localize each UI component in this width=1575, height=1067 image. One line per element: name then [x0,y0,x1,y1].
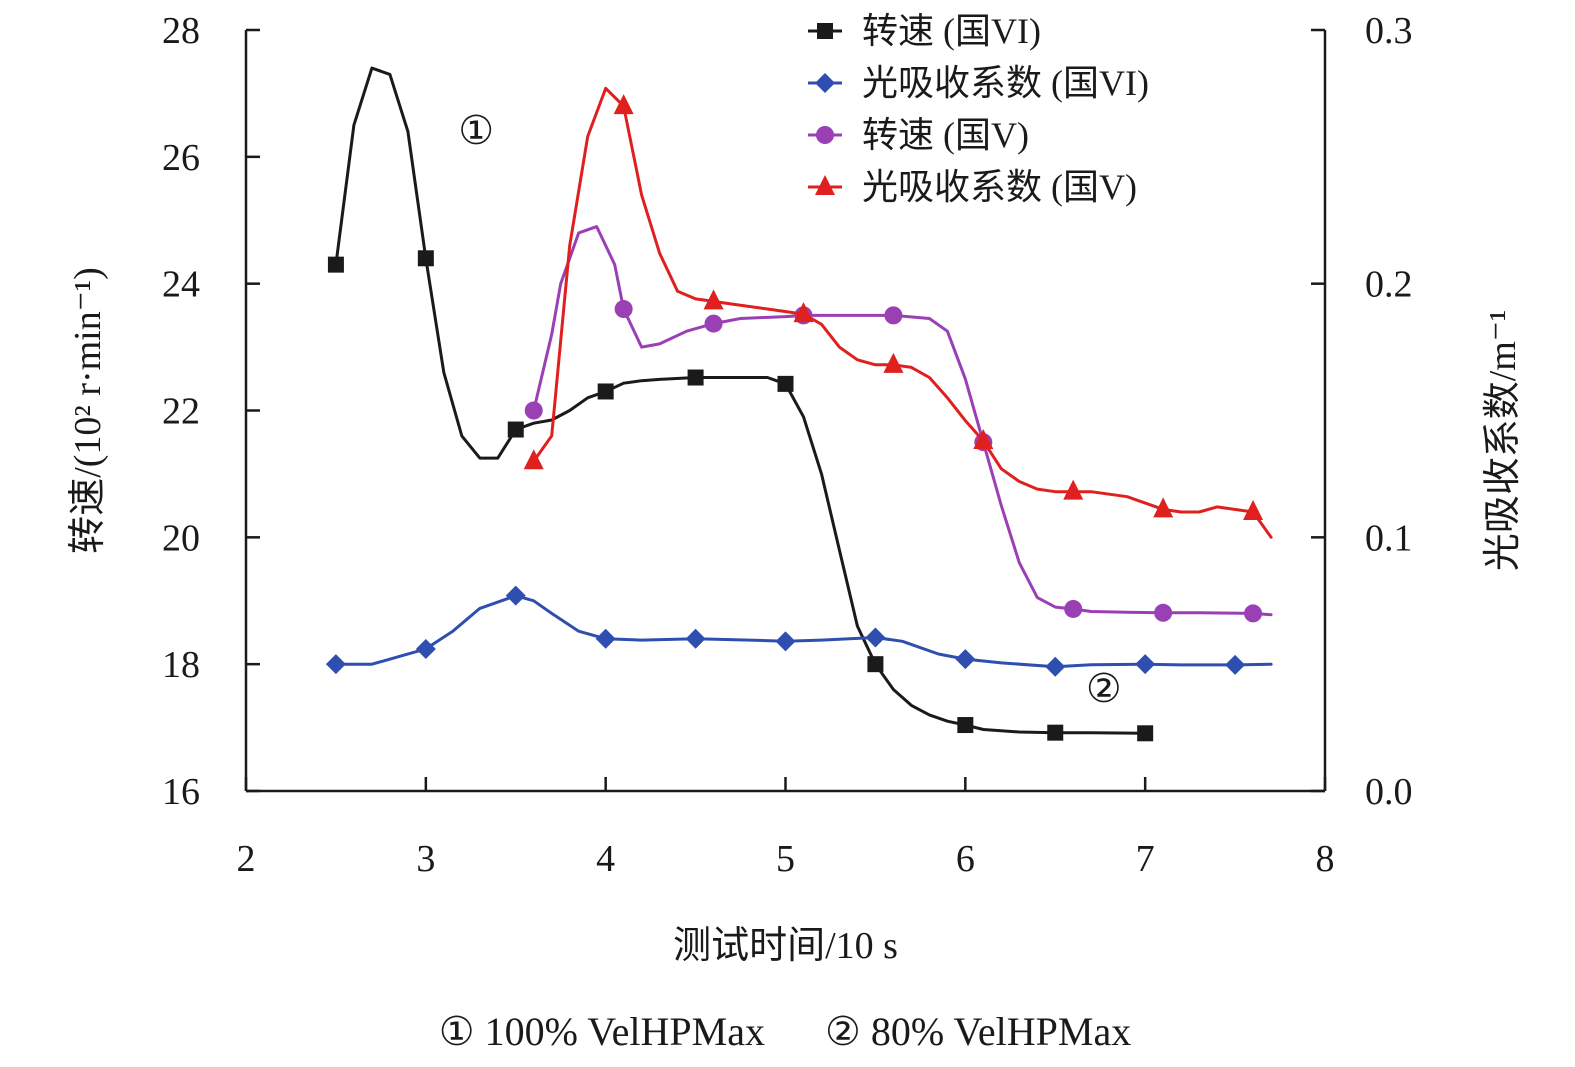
data-point [1047,724,1064,741]
legend-entry: 光吸收系数 (国V) [808,167,1137,207]
data-point [595,628,616,649]
footnote: ① 100% VelHPMax ② 80% VelHPMax [439,1009,1131,1054]
x-tick-label: 2 [237,838,256,880]
right-y-tick-label: 0.0 [1365,771,1413,813]
data-point [973,428,994,449]
data-point [614,300,633,319]
data-point [1064,599,1083,618]
data-point [1137,725,1154,742]
left-y-tick-label: 16 [162,771,200,813]
plot-area [325,66,1273,742]
data-point [597,383,614,400]
data-point [685,628,706,649]
left-y-tick-label: 28 [162,10,200,52]
legend-entry: 转速 (国VI) [808,11,1041,51]
data-point [327,256,344,273]
data-point [1225,654,1246,675]
legend-label: 转速 (国V) [862,115,1029,155]
data-point [1154,603,1173,622]
x-tick-label: 3 [416,838,435,880]
x-tick-label: 7 [1136,838,1155,880]
series-line [334,594,1273,669]
x-tick-label: 6 [956,838,975,880]
data-point [884,306,903,325]
right-y-tick-label: 0.1 [1365,517,1413,559]
data-point [1153,497,1174,518]
annotation-label: ② [1086,666,1122,711]
legend-label: 光吸收系数 (国VI) [862,63,1149,103]
legend-entry: 转速 (国V) [808,115,1029,155]
legend-entry: 光吸收系数 (国VI) [808,63,1149,103]
right-y-tick-label: 0.3 [1365,10,1413,52]
left-y-axis-title: 转速/(10² r·min⁻¹) [67,267,109,554]
data-point [955,649,976,670]
legend-label: 光吸收系数 (国V) [862,167,1137,207]
annotation-label: ① [458,108,494,153]
data-point [523,449,544,470]
series-line [334,66,1147,735]
data-point [793,302,814,323]
series-1 [327,66,1154,742]
data-point [775,631,796,652]
series-2 [325,585,1273,677]
data-point [957,717,974,734]
axes: 2 3 4 5 6 7 8 16 18 20 22 24 26 28 0.0 0.1 0.2 0.3 [162,10,1413,880]
x-tick-label: 4 [596,838,615,880]
left-y-tick-label: 22 [162,391,200,433]
legend-label: 转速 (国VI) [862,11,1041,51]
data-point [417,250,434,267]
data-point [505,585,526,606]
legend-marker [815,175,835,195]
series-4 [523,86,1273,539]
series-line [532,225,1273,617]
x-axis-title: 测试时间/10 s [673,925,898,967]
x-tick-label: 5 [776,838,795,880]
legend-marker [816,126,834,144]
annotations: ①② [458,108,1121,711]
right-y-axis-title: 光吸收系数/m⁻¹ [1482,310,1524,572]
data-point [415,638,436,659]
data-point [777,375,794,392]
data-point [1135,654,1156,675]
data-point [507,421,524,438]
series-3 [524,225,1273,623]
data-point [1243,499,1264,520]
x-tick-label: 8 [1316,838,1335,880]
data-point [1244,604,1263,623]
data-point [687,369,704,386]
data-point [865,627,886,648]
data-point [613,94,634,115]
right-y-tick-label: 0.2 [1365,264,1413,306]
data-point [704,314,723,333]
data-point [325,654,346,675]
data-point [1045,656,1066,677]
series-line [532,86,1273,539]
legend: 转速 (国VI) 光吸收系数 (国VI) 转速 (国V) 光吸收系数 (国V) [808,11,1149,207]
left-y-tick-label: 20 [162,517,200,559]
left-y-tick-label: 18 [162,644,200,686]
data-point [703,289,724,310]
data-point [883,352,904,373]
data-point [524,401,543,420]
ticks: 2 3 4 5 6 7 8 16 18 20 22 24 26 28 0.0 0.1 0.2 0.3 [162,10,1413,880]
data-point [1063,479,1084,500]
legend-marker [815,73,835,93]
left-y-tick-label: 26 [162,137,200,179]
data-point [867,656,884,673]
legend-marker [817,23,833,39]
left-y-tick-label: 24 [162,264,200,306]
